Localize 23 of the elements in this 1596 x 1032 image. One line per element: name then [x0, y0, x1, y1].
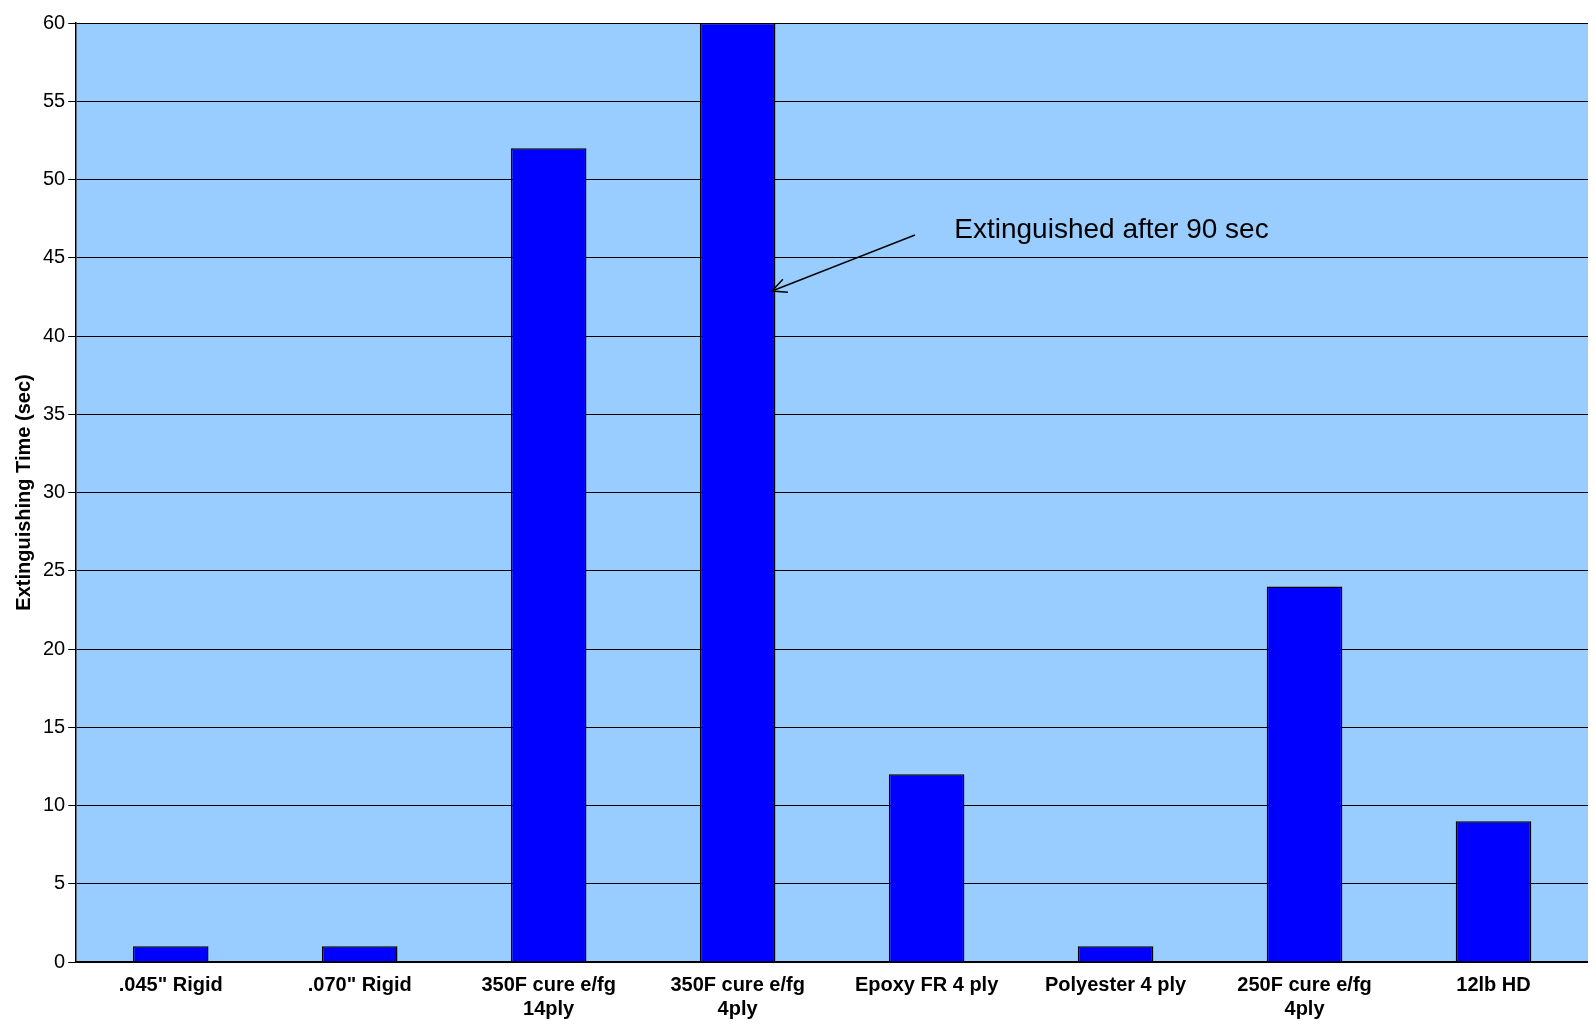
- y-tick-label: 50: [43, 167, 66, 190]
- y-axis-title: Extinguishing Time (sec): [11, 374, 34, 611]
- y-tick-label: 15: [43, 714, 66, 737]
- x-tick-label: Polyester 4 ply: [1044, 972, 1188, 995]
- y-tick-label: 0: [54, 949, 66, 972]
- x-tick-label: 350F cure e/fg 4ply: [670, 972, 805, 1019]
- y-tick-label: 45: [43, 245, 66, 268]
- y-tick-label: 25: [43, 558, 66, 581]
- y-tick-label: 10: [43, 793, 66, 816]
- y-tick-label: 5: [54, 871, 66, 894]
- x-tick-label: .070" Rigid: [307, 972, 412, 995]
- y-tick-label: 40: [43, 323, 66, 346]
- y-tick-label: 30: [43, 480, 66, 503]
- x-tick-label: Epoxy FR 4 ply: [854, 972, 1000, 995]
- x-tick-label: 12lb HD: [1456, 972, 1531, 995]
- annotation: Extinguished after 90 sec: [954, 212, 1269, 244]
- y-tick-label: 20: [43, 636, 66, 659]
- x-tick-label: 250F cure e/fg 4ply: [1237, 972, 1372, 1019]
- y-tick-label: 55: [43, 88, 66, 111]
- y-tick-label: 35: [43, 401, 66, 424]
- y-tick-label: 60: [43, 10, 66, 33]
- x-tick-label: 350F cure e/fg 14ply: [481, 972, 616, 1019]
- x-tick-label: .045" Rigid: [118, 972, 223, 995]
